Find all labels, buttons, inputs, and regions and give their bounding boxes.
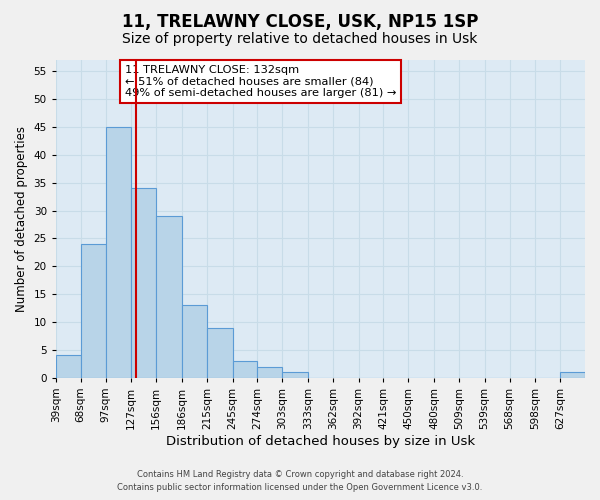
Bar <box>56 356 81 378</box>
Bar <box>81 244 106 378</box>
Bar <box>182 306 207 378</box>
Bar <box>282 372 308 378</box>
Text: Size of property relative to detached houses in Usk: Size of property relative to detached ho… <box>122 32 478 46</box>
Bar <box>207 328 233 378</box>
Bar <box>560 372 585 378</box>
X-axis label: Distribution of detached houses by size in Usk: Distribution of detached houses by size … <box>166 434 475 448</box>
Bar <box>106 127 131 378</box>
Text: 11 TRELAWNY CLOSE: 132sqm
← 51% of detached houses are smaller (84)
49% of semi-: 11 TRELAWNY CLOSE: 132sqm ← 51% of detac… <box>125 65 396 98</box>
Bar <box>233 361 257 378</box>
Text: Contains HM Land Registry data © Crown copyright and database right 2024.
Contai: Contains HM Land Registry data © Crown c… <box>118 470 482 492</box>
Bar <box>131 188 156 378</box>
Bar <box>156 216 182 378</box>
Bar <box>257 366 282 378</box>
Text: 11, TRELAWNY CLOSE, USK, NP15 1SP: 11, TRELAWNY CLOSE, USK, NP15 1SP <box>122 12 478 30</box>
Y-axis label: Number of detached properties: Number of detached properties <box>15 126 28 312</box>
